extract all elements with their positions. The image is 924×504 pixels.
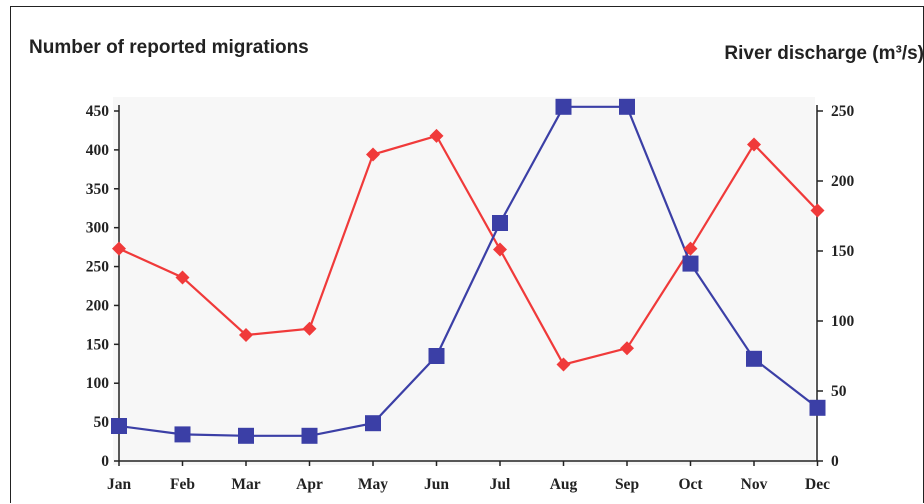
left-tick-label: 450 bbox=[86, 103, 110, 120]
discharge-point bbox=[619, 98, 635, 115]
x-tick-label: Nov bbox=[741, 476, 768, 493]
migrations-point bbox=[810, 203, 825, 218]
x-tick-label: Dec bbox=[805, 476, 830, 493]
left-tick-label: 400 bbox=[86, 142, 110, 159]
discharge-point bbox=[301, 427, 318, 444]
x-tick-label: Jul bbox=[490, 476, 511, 493]
migrations-point bbox=[556, 357, 571, 372]
x-tick-label: Aug bbox=[550, 476, 578, 493]
migrations-point bbox=[747, 137, 761, 152]
migrations-point bbox=[302, 321, 317, 336]
right-tick-label: 0 bbox=[831, 453, 839, 470]
series-layer bbox=[111, 98, 826, 444]
discharge-point bbox=[809, 399, 826, 416]
left-tick-label: 100 bbox=[86, 375, 110, 392]
x-tick-label: Jun bbox=[424, 476, 449, 493]
right-tick-label: 100 bbox=[831, 313, 855, 330]
right-tick-label: 200 bbox=[831, 173, 855, 190]
x-tick-label: May bbox=[358, 476, 388, 493]
discharge-point bbox=[174, 426, 191, 443]
left-tick-label: 50 bbox=[94, 414, 110, 431]
right-tick-label: 250 bbox=[831, 103, 855, 120]
chart-frame: Number of reported migrations River disc… bbox=[10, 6, 924, 503]
right-tick-label: 150 bbox=[831, 243, 855, 260]
migrations-point bbox=[112, 241, 126, 256]
right-axis-title: River discharge (m³/s) bbox=[724, 43, 924, 64]
migrations-point bbox=[683, 241, 698, 256]
x-tick-label: Sep bbox=[615, 476, 639, 493]
migrations-point bbox=[493, 242, 507, 257]
left-tick-label: 350 bbox=[86, 181, 110, 198]
dual-axis-line-chart: Number of reported migrations River disc… bbox=[29, 37, 924, 493]
right-tick-label: 50 bbox=[831, 383, 847, 400]
x-tick-label: Jan bbox=[107, 476, 132, 493]
plot-area bbox=[113, 97, 815, 465]
left-axis-title: Number of reported migrations bbox=[29, 37, 309, 58]
x-tick-label: Mar bbox=[231, 476, 260, 493]
discharge-point bbox=[428, 348, 445, 364]
migrations-point bbox=[366, 147, 380, 162]
migrations-point bbox=[239, 328, 253, 342]
left-tick-label: 250 bbox=[86, 259, 110, 276]
left-tick-label: 150 bbox=[86, 336, 110, 353]
x-tick-label: Oct bbox=[678, 476, 703, 493]
left-tick-label: 200 bbox=[86, 297, 110, 314]
x-tick-label: Apr bbox=[296, 476, 323, 493]
left-tick-label: 0 bbox=[101, 453, 109, 470]
migrations-point bbox=[175, 270, 190, 285]
discharge-line bbox=[118, 105, 819, 437]
left-tick-label: 300 bbox=[86, 220, 110, 237]
migrations-point bbox=[620, 341, 634, 356]
discharge-point bbox=[746, 350, 762, 367]
discharge-point bbox=[365, 415, 381, 432]
discharge-point bbox=[238, 427, 254, 444]
migrations-line bbox=[118, 134, 819, 366]
x-tick-label: Feb bbox=[170, 476, 195, 493]
discharge-point bbox=[492, 215, 508, 231]
migrations-point bbox=[429, 128, 444, 143]
discharge-point bbox=[682, 255, 699, 272]
discharge-point bbox=[111, 418, 127, 434]
discharge-point bbox=[555, 98, 572, 115]
